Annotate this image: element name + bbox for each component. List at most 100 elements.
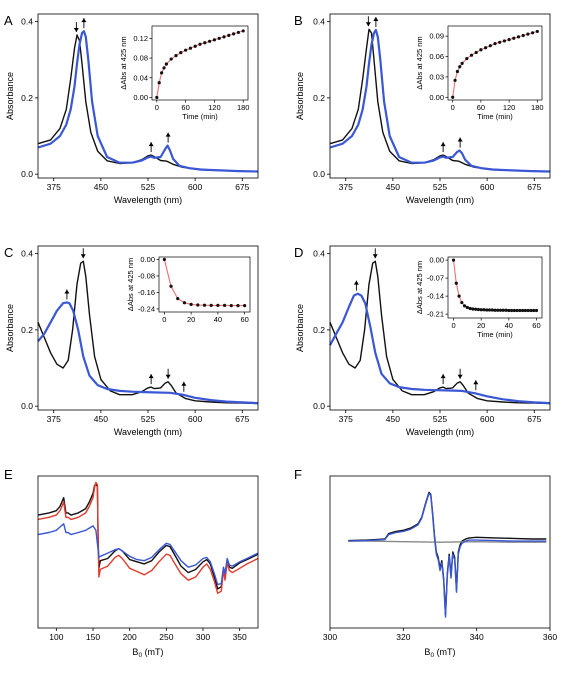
inset-data-point [241, 29, 245, 33]
inset-data-point [227, 33, 231, 37]
inset-data-point [476, 307, 481, 312]
x-tick-label: 525 [141, 414, 155, 424]
inset-data-point [484, 46, 488, 50]
inset-data-point [501, 308, 505, 312]
series-line-2 [37, 301, 259, 405]
inset-x-tick-label: 20 [477, 321, 485, 330]
arrow-down-icon [80, 254, 86, 259]
x-axis-label: Wavelength (nm) [114, 195, 182, 205]
plot-frame [37, 475, 259, 629]
inset-data-point [518, 308, 522, 313]
inset-y-tick-label: -0.16 [138, 288, 155, 297]
arrow-up-icon [457, 137, 463, 142]
inset-data-point [485, 308, 489, 312]
arrow-up-icon [148, 374, 154, 379]
series-line-2 [37, 481, 259, 594]
inset-x-tick-label: 60 [532, 321, 540, 330]
inset-x-tick-label: 40 [214, 315, 222, 324]
inset-data-point [176, 297, 180, 301]
inset-y-tick-label: 0.04 [133, 73, 148, 82]
inset-data-point [474, 50, 478, 55]
inset-data-point [479, 308, 483, 312]
inset-data-point [193, 44, 197, 48]
x-tick-label: 350 [233, 632, 247, 642]
y-tick-label: 0.0 [313, 401, 325, 411]
inset-data-point [162, 257, 166, 262]
inset-x-axis-label: Time (min) [182, 112, 218, 121]
y-tick-label: 0.2 [313, 325, 325, 335]
x-tick-label: 375 [47, 182, 61, 192]
inset-data-point [451, 258, 456, 262]
inset-frame [158, 256, 251, 313]
x-axis-label: Wavelength (nm) [114, 427, 182, 437]
panel-label-d: D [294, 245, 303, 260]
x-tick-label: 375 [339, 414, 353, 424]
inset-data-point [521, 308, 525, 313]
arrow-down-icon [372, 254, 378, 259]
inset-data-point [488, 44, 492, 48]
x-tick-label: 450 [94, 182, 108, 192]
x-axis-label: B0 (mT) [424, 647, 455, 659]
inset-y-tick-label: 0.00 [429, 93, 444, 102]
y-tick-label: 0.0 [21, 401, 33, 411]
inset-x-tick-label: 60 [477, 103, 485, 112]
inset-data-point [460, 61, 464, 65]
arrow-down-icon [457, 374, 463, 379]
inset-data-point [160, 71, 164, 75]
arrow-down-icon [165, 374, 171, 379]
inset-x-axis-label: Time (min) [477, 330, 513, 339]
x-tick-label: 100 [49, 632, 63, 642]
inset-data-point [209, 303, 213, 308]
inset-data-point [482, 308, 486, 312]
inset-plot: 0 20 40 60 0.00 -0.07 -0.14 -0.21 Time (min) ΔAbs… [415, 256, 543, 339]
inset-data-point [236, 304, 240, 308]
inset-data-point [512, 36, 516, 40]
y-tick-label: 0.2 [21, 93, 33, 103]
series-line-3 [348, 492, 547, 618]
y-axis-label: Absorbance [295, 72, 305, 120]
y-tick-label: 0.4 [21, 17, 33, 27]
inset-data-point [498, 40, 502, 44]
arrow-up-icon [181, 381, 187, 386]
arrow-down-icon [365, 22, 371, 27]
panel-label-e: E [4, 467, 13, 482]
inset-y-tick-label: 0.00 [133, 93, 148, 102]
x-tick-label: 320 [396, 632, 410, 642]
inset-plot: 0 60 120 180 0.00 0.03 0.06 0.09 Time (min) ΔAbs … [415, 25, 544, 121]
inset-x-tick-label: 0 [162, 315, 166, 324]
inset-data-point [498, 308, 503, 312]
inset-x-tick-label: 60 [181, 103, 189, 112]
inset-plot: 0 60 120 180 0.00 0.04 0.08 0.12 Time (min) ΔAbs … [119, 25, 249, 121]
series-line-3 [37, 523, 259, 586]
inset-data-point [164, 62, 168, 66]
inset-data-point [458, 65, 462, 69]
arrow-up-icon [440, 374, 446, 379]
inset-data-point [454, 281, 458, 285]
series-line-2 [37, 30, 259, 173]
inset-data-point [523, 308, 528, 313]
inset-data-point [496, 308, 500, 312]
inset-data-point [169, 57, 173, 61]
x-tick-label: 375 [339, 182, 353, 192]
inset-data-point [515, 308, 519, 313]
inset-data-point [188, 46, 192, 50]
arrow-up-icon [473, 380, 479, 385]
y-tick-label: 0.4 [313, 249, 325, 259]
inset-data-point [535, 29, 539, 34]
inset-data-point [526, 308, 530, 313]
inset-data-point [451, 95, 455, 99]
inset-y-tick-label: -0.08 [138, 271, 155, 280]
inset-y-tick-label: -0.07 [427, 274, 444, 283]
x-tick-label: 675 [235, 414, 249, 424]
inset-data-point [229, 304, 233, 308]
x-tick-label: 600 [188, 182, 202, 192]
y-tick-label: 0.4 [21, 249, 33, 259]
y-tick-label: 0.2 [21, 325, 33, 335]
inset-data-point [157, 81, 161, 85]
x-tick-label: 600 [480, 414, 494, 424]
inset-data-point [468, 306, 472, 311]
